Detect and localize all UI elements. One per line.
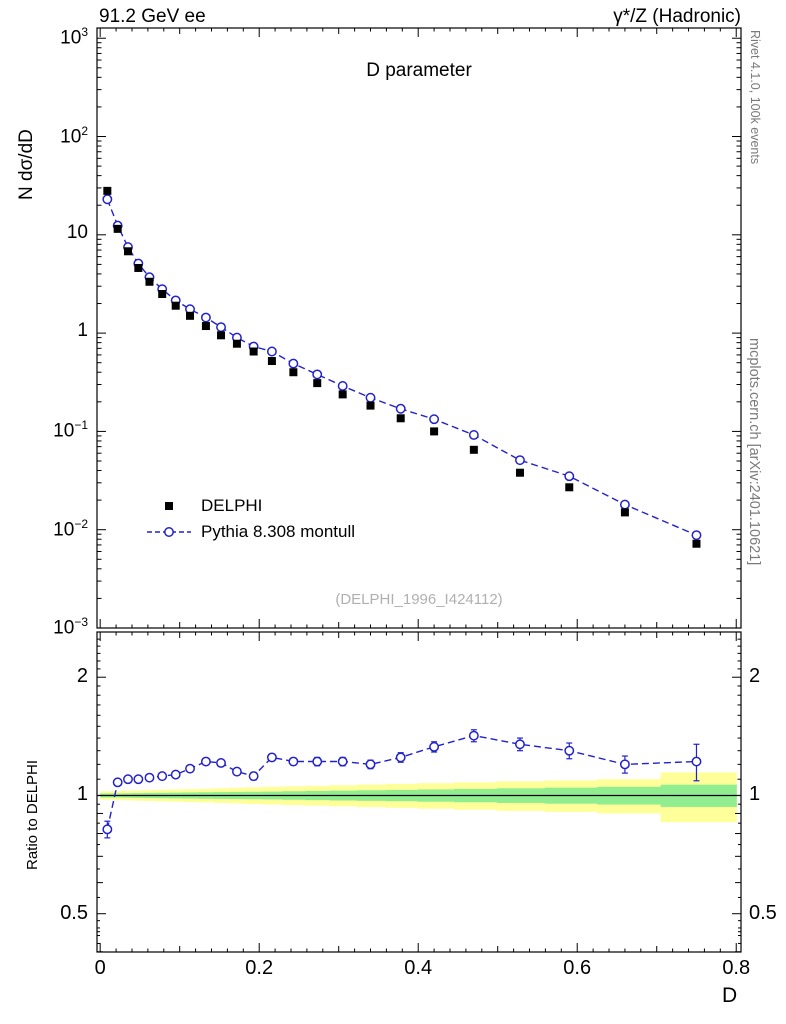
plot-frames (96, 27, 742, 953)
xaxis-label: D (722, 984, 738, 1007)
xtick-label: 0 (94, 957, 106, 979)
xtick-label: 0.4 (404, 957, 433, 979)
legend-item-delphi: DELPHI (146, 493, 355, 519)
legend-label-delphi: DELPHI (201, 496, 263, 515)
main-ytick-label: 10−2 (53, 516, 88, 541)
ratio-data-series (102, 729, 702, 839)
rivet-version-label: Rivet 4.1.0, 100k events (748, 30, 762, 165)
ratio-ytick-label-right: 0.5 (749, 901, 777, 924)
process-label: γ*/Z (Hadronic) (613, 6, 741, 27)
main-ytick-label: 102 (60, 123, 88, 147)
main-ytick-label: 10−1 (53, 418, 88, 442)
xtick-label: 0.2 (245, 957, 274, 979)
xtick-label: 0.8 (722, 957, 751, 979)
ratio-ytick-label-left: 0.5 (60, 901, 88, 924)
legend: DELPHI Pythia 8.308 montull (146, 493, 355, 545)
ratio-ytick-label-right: 2 (749, 665, 761, 688)
xtick-label: 0.6 (563, 957, 592, 979)
pythia-data-series (102, 194, 702, 541)
main-yaxis-label: N dσ/dD (16, 129, 37, 200)
ratio-ytick-label-left: 2 (76, 665, 88, 688)
legend-label-pythia: Pythia 8.308 montull (201, 522, 356, 541)
ratio-ytick-label-left: 1 (76, 783, 88, 806)
black-square-marker-icon (165, 502, 173, 510)
legend-item-pythia: Pythia 8.308 montull (146, 519, 355, 545)
delphi-data-series (103, 186, 701, 548)
main-ytick-label: 10 (66, 221, 88, 243)
main-ytick-label: 103 (60, 25, 88, 49)
plot-title: D parameter (366, 60, 472, 81)
blue-circle-dashed-marker-icon (147, 527, 191, 537)
mcplots-credit-label: mcplots.cern.ch [arXiv:2401.10621] (746, 338, 762, 566)
beam-info-label: 91.2 GeV ee (99, 6, 206, 27)
main-ytick-label: 10−3 (53, 615, 88, 639)
analysis-id-watermark: (DELPHI_1996_I424112) (335, 591, 503, 608)
axis-ticks (97, 28, 741, 953)
main-ytick-label: 1 (77, 320, 88, 342)
ratio-ytick-label-right: 1 (749, 783, 761, 806)
